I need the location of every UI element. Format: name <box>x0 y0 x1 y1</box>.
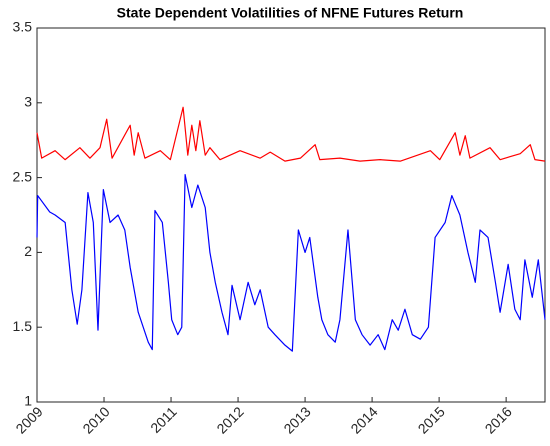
series-line <box>36 174 546 352</box>
y-tick-label: 3 <box>24 94 32 110</box>
y-tick-label: 1.5 <box>13 318 33 334</box>
x-tick-label: 2016 <box>482 403 515 436</box>
chart-title: State Dependent Volatilities of NFNE Fut… <box>117 5 464 21</box>
x-tick-label: 2009 <box>12 403 45 436</box>
plot-frame <box>36 27 546 403</box>
x-tick-label: 2011 <box>147 403 180 436</box>
y-tick-label: 2.5 <box>13 168 33 184</box>
y-tick-label: 2 <box>24 243 32 259</box>
x-tick-label: 2014 <box>347 403 380 436</box>
x-tick-label: 2010 <box>79 403 112 436</box>
y-tick-label: 3.5 <box>13 19 33 35</box>
x-tick-label: 2013 <box>280 403 313 436</box>
x-tick-label: 2015 <box>415 403 448 436</box>
y-tick-label: 1 <box>24 393 32 409</box>
x-tick-label: 2012 <box>213 403 246 436</box>
series-line <box>36 106 546 162</box>
